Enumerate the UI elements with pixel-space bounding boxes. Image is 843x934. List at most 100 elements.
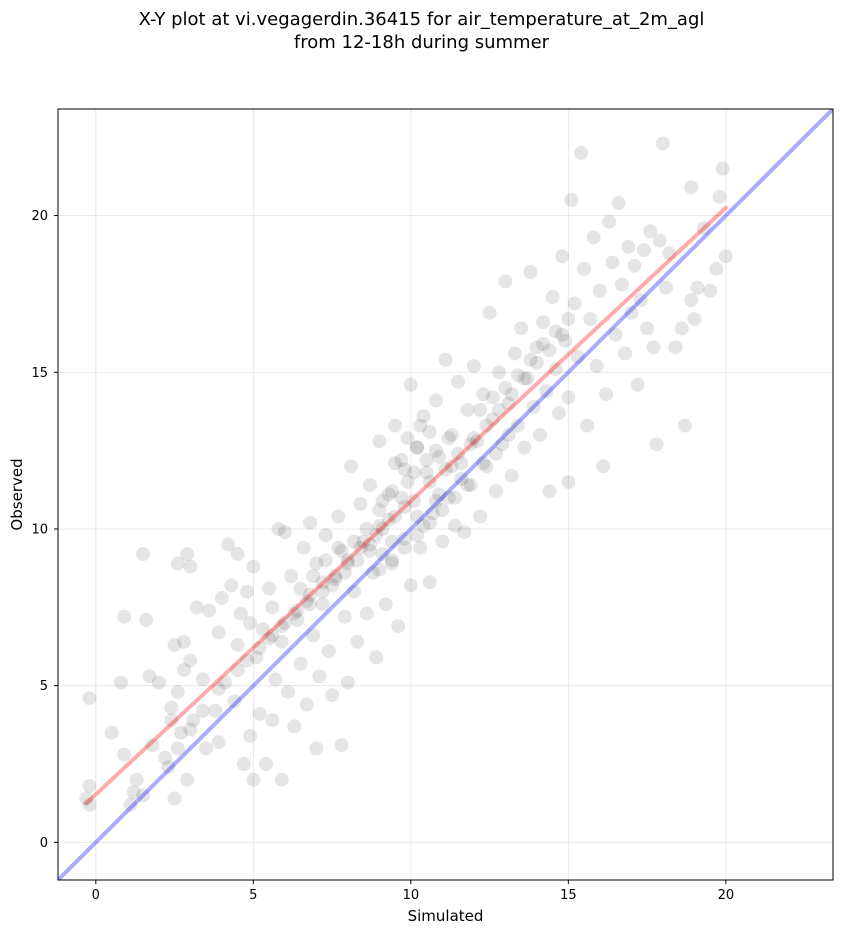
data-point	[356, 534, 371, 549]
data-point	[277, 616, 292, 630]
data-point	[353, 540, 368, 555]
data-point	[303, 587, 318, 602]
data-point	[243, 728, 258, 743]
data-point	[394, 453, 409, 468]
data-point	[457, 525, 472, 540]
data-point	[293, 656, 308, 671]
data-point	[586, 230, 601, 245]
data-point	[82, 778, 97, 793]
data-point	[255, 622, 270, 637]
data-point	[312, 669, 327, 684]
data-point	[529, 340, 544, 355]
data-point	[542, 343, 557, 358]
data-point	[476, 387, 491, 402]
data-point	[117, 609, 132, 624]
data-point	[413, 540, 428, 555]
data-point	[498, 380, 513, 395]
data-point	[561, 311, 576, 326]
data-point	[646, 340, 661, 355]
data-point	[605, 255, 620, 270]
data-point	[381, 487, 396, 502]
data-point	[523, 352, 538, 367]
chart-subtitle: from 12-18h during summer	[293, 32, 550, 53]
data-point	[334, 738, 349, 753]
data-point	[548, 362, 563, 377]
data-point	[199, 741, 214, 756]
data-point	[180, 772, 195, 787]
data-point	[652, 233, 667, 248]
data-point	[290, 612, 305, 627]
data-point	[384, 484, 399, 499]
data-point	[397, 531, 412, 546]
data-point	[296, 540, 311, 555]
data-point	[406, 465, 421, 480]
axis-ticks: 0 5 10 15 20 0 5 10 15 20	[31, 209, 734, 903]
data-point	[362, 543, 377, 558]
data-point	[315, 584, 330, 599]
data-point	[394, 490, 409, 505]
y-tick-label: 20	[31, 209, 48, 224]
data-point	[388, 456, 403, 471]
data-point	[145, 738, 160, 753]
data-point	[536, 315, 551, 330]
data-point	[659, 280, 674, 295]
data-point	[485, 390, 500, 405]
data-point	[488, 446, 503, 461]
data-point	[321, 644, 336, 659]
data-point	[473, 509, 488, 524]
data-point	[482, 305, 497, 320]
data-point	[451, 446, 466, 461]
data-point	[643, 224, 658, 239]
data-point	[340, 556, 355, 571]
data-point	[183, 653, 198, 668]
data-point	[362, 537, 377, 552]
data-point	[381, 512, 396, 527]
data-point	[558, 333, 573, 348]
data-point	[627, 258, 642, 273]
data-point	[400, 431, 415, 446]
data-point	[340, 553, 355, 568]
data-point	[265, 628, 280, 643]
data-point	[454, 471, 469, 486]
data-point	[422, 515, 437, 530]
data-point	[164, 700, 179, 715]
data-point	[318, 528, 333, 543]
data-point	[438, 352, 453, 367]
data-point	[158, 750, 173, 765]
data-point	[677, 418, 692, 433]
data-point	[142, 669, 157, 684]
data-point	[350, 553, 365, 568]
data-point	[476, 456, 491, 471]
data-point	[495, 437, 510, 452]
data-point	[230, 637, 245, 652]
data-point	[388, 509, 403, 524]
data-point	[309, 741, 324, 756]
data-point	[280, 684, 295, 699]
y-axis-label: Observed	[8, 458, 26, 530]
data-point	[375, 547, 390, 562]
data-point	[514, 321, 529, 336]
data-point	[583, 311, 598, 326]
data-point	[104, 725, 119, 740]
data-point	[284, 568, 299, 583]
data-point	[114, 675, 129, 690]
data-point	[674, 321, 689, 336]
data-point	[240, 653, 255, 668]
data-point	[306, 568, 321, 583]
data-point	[391, 619, 406, 634]
data-point	[561, 390, 576, 405]
data-point	[429, 393, 444, 408]
data-point	[444, 459, 459, 474]
data-point	[633, 293, 648, 308]
data-point	[164, 713, 179, 728]
data-point	[444, 427, 459, 442]
data-point	[249, 650, 264, 665]
data-point	[470, 434, 485, 449]
data-point	[246, 772, 261, 787]
data-point	[195, 703, 210, 718]
x-axis-label: Simulated	[408, 907, 484, 925]
data-point	[498, 274, 513, 289]
data-point	[438, 462, 453, 477]
data-point	[451, 374, 466, 389]
